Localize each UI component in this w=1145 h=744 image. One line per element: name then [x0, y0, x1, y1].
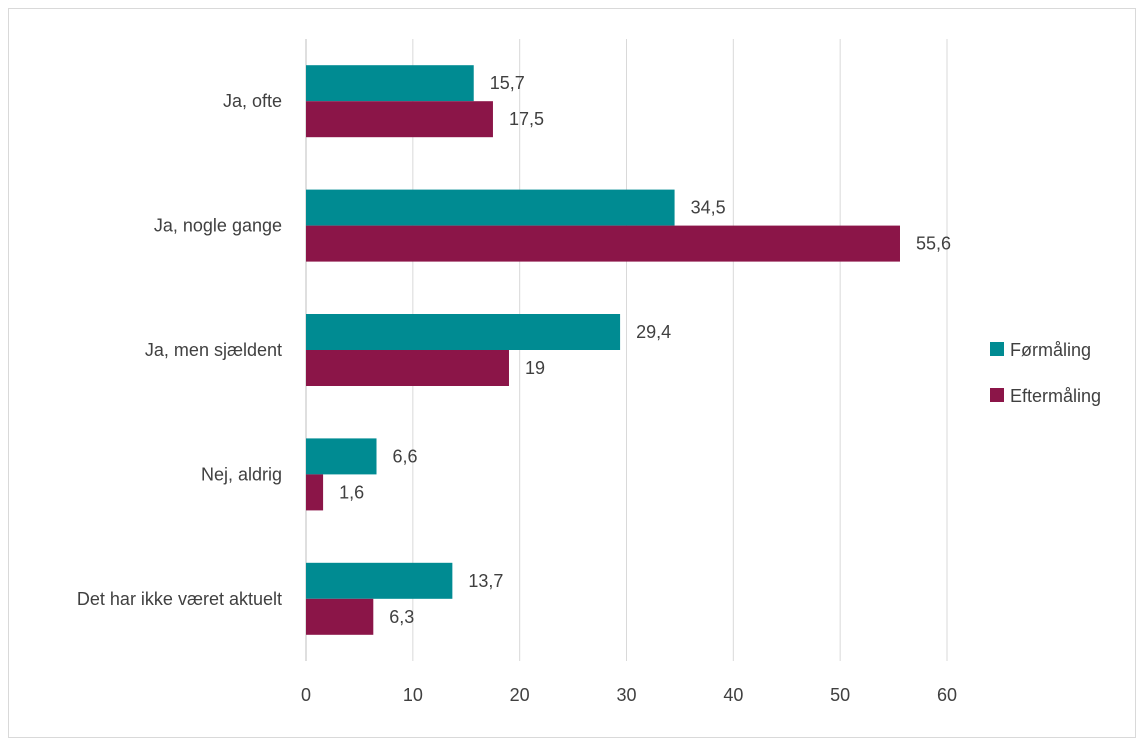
bar-eftermaling [306, 598, 374, 635]
bar-eftermaling [306, 474, 324, 511]
category-label: Nej, aldrig [201, 464, 282, 484]
data-label: 1,6 [339, 482, 364, 502]
x-tick-label: 50 [830, 685, 850, 705]
x-tick-label: 20 [510, 685, 530, 705]
data-label: 17,5 [509, 109, 544, 129]
legend: Førmåling Eftermåling [990, 340, 1101, 406]
legend-label: Førmåling [1010, 340, 1091, 360]
bar-eftermaling [306, 225, 900, 262]
x-tick-label: 0 [301, 685, 311, 705]
legend-swatch [990, 342, 1004, 356]
chart-frame: 0 10 20 30 40 50 60 Ja, ofte 15,7 17,5 Ja, nogle g… [8, 8, 1136, 738]
bars [306, 65, 900, 635]
category-label: Ja, men sjældent [145, 340, 282, 360]
data-label: 6,6 [393, 446, 418, 466]
legend-label: Eftermåling [1010, 386, 1101, 406]
category-label: Det har ikke været aktuelt [77, 589, 282, 609]
x-tick-label: 30 [616, 685, 636, 705]
x-tick-label: 40 [723, 685, 743, 705]
data-label: 6,3 [389, 607, 414, 627]
bar-eftermaling [306, 350, 509, 386]
bar-chart: 0 10 20 30 40 50 60 Ja, ofte 15,7 17,5 Ja, nogle g… [77, 39, 1101, 705]
bar-formaling [306, 562, 453, 599]
x-tick-label: 60 [937, 685, 957, 705]
bar-formaling [306, 314, 621, 350]
bar-formaling [306, 438, 377, 475]
bar-formaling [306, 189, 675, 226]
legend-swatch [990, 388, 1004, 402]
category-label: Ja, ofte [223, 91, 282, 111]
bar-eftermaling [306, 101, 493, 138]
data-label: 29,4 [636, 322, 671, 342]
data-label: 34,5 [691, 198, 726, 218]
x-tick-label: 10 [403, 685, 423, 705]
data-label: 55,6 [916, 234, 951, 254]
data-label: 13,7 [468, 571, 503, 591]
data-label: 19 [525, 358, 545, 378]
data-label: 15,7 [490, 73, 525, 93]
category-label: Ja, nogle gange [154, 216, 282, 236]
labels: 0 10 20 30 40 50 60 Ja, ofte 15,7 17,5 Ja, nogle g… [77, 73, 957, 705]
bar-formaling [306, 65, 474, 102]
